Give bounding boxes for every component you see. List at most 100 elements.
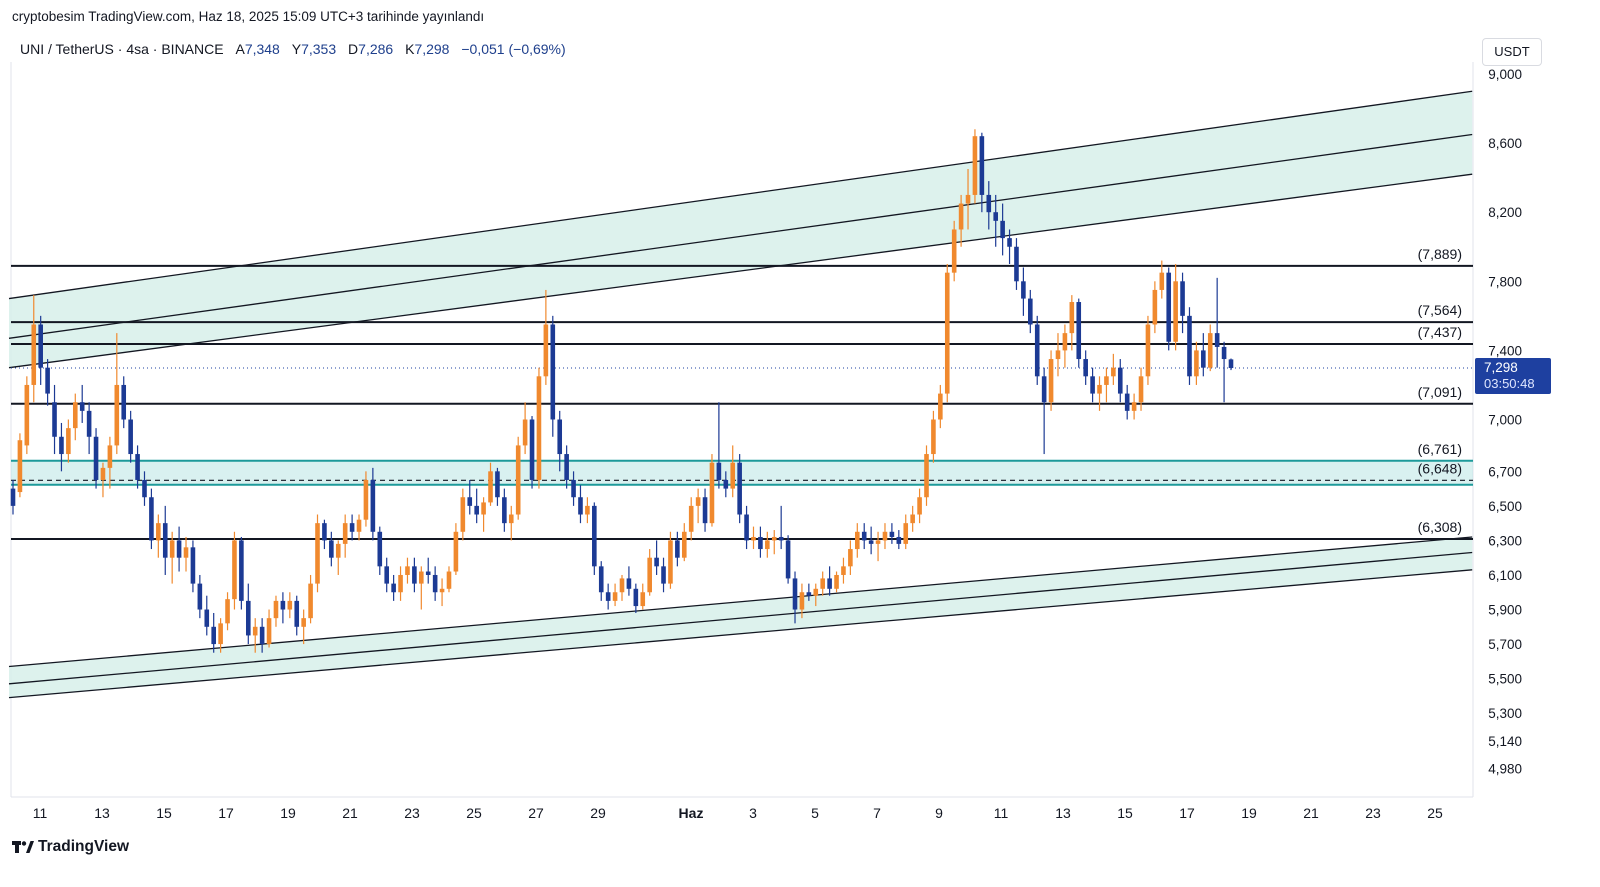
candle-body	[993, 212, 999, 221]
candle	[66, 419, 71, 463]
candle-body	[446, 571, 452, 589]
candle-body	[197, 583, 203, 610]
candle-body	[59, 436, 64, 455]
candle-body	[190, 547, 196, 584]
price-tick-label: 6,500	[1488, 499, 1522, 514]
candle	[771, 530, 777, 555]
candle	[508, 505, 514, 541]
price-tick-label: 8,600	[1488, 136, 1522, 151]
candle	[86, 402, 92, 455]
candle-body	[1007, 238, 1012, 247]
candle-body	[1138, 376, 1144, 403]
candle	[252, 618, 258, 653]
candle	[169, 531, 175, 584]
candle-body	[1207, 333, 1213, 368]
high-label: Y	[291, 41, 302, 57]
candle	[425, 557, 431, 584]
candle	[889, 523, 895, 544]
time-tick-label: 19	[280, 805, 296, 821]
candle	[1076, 298, 1082, 368]
candle-body	[100, 467, 106, 480]
candle	[688, 497, 694, 541]
candle-body	[1021, 281, 1026, 299]
candle	[301, 609, 306, 645]
time-tick-label: 13	[1055, 805, 1071, 821]
candle-body	[958, 203, 964, 230]
symbol-name[interactable]: UNI / TetherUS · 4sa · BINANCE	[20, 41, 224, 57]
time-tick-label: 17	[1179, 805, 1195, 821]
candle-body	[45, 367, 50, 394]
candle-body	[1152, 289, 1158, 325]
time-tick-label: 25	[1427, 805, 1443, 821]
candle	[1166, 267, 1172, 351]
candle-body	[709, 462, 715, 524]
candle	[329, 531, 334, 567]
candle	[640, 583, 646, 610]
candle	[799, 583, 805, 619]
price-tick-label: 6,300	[1488, 533, 1522, 548]
candle-body	[252, 626, 258, 636]
candle-body	[460, 497, 466, 532]
candle-body	[598, 566, 604, 593]
candle	[135, 445, 140, 489]
candle	[59, 422, 64, 472]
candle-body	[405, 566, 410, 575]
candle	[1117, 359, 1123, 403]
candle	[349, 514, 355, 541]
candle	[931, 410, 936, 463]
candle	[481, 497, 486, 532]
candle	[156, 514, 161, 558]
candle-body	[972, 136, 978, 195]
candle-body	[356, 519, 362, 532]
candle-body	[1180, 281, 1185, 316]
candle	[1145, 315, 1151, 385]
candle	[10, 479, 16, 515]
candle-body	[585, 505, 590, 515]
candle	[806, 583, 812, 601]
candle-body	[799, 592, 805, 610]
candle-body	[605, 592, 611, 601]
currency-selector[interactable]: USDT	[1482, 38, 1542, 66]
candle-body	[889, 531, 895, 537]
candle-body	[474, 505, 479, 515]
candle-body	[986, 194, 992, 213]
candle-body	[1069, 302, 1075, 334]
candle	[1021, 267, 1026, 316]
candle-body	[1034, 324, 1040, 377]
candle-body	[93, 436, 99, 480]
candle	[31, 295, 37, 403]
candle-body	[412, 566, 417, 584]
candle-body	[1014, 246, 1019, 282]
candle	[211, 612, 216, 653]
candle-body	[508, 514, 514, 524]
candle	[668, 531, 673, 589]
candle	[391, 574, 396, 601]
candle	[681, 523, 687, 562]
time-axis[interactable]: 11 13 15 17 19 21 23 25 27 29 Haz 3 5 7 9 11 13 15 17 19 21 2…	[33, 805, 1443, 821]
candle-body	[661, 566, 666, 584]
candle-body	[453, 531, 459, 572]
price-tick-label: 7,400	[1488, 343, 1522, 358]
candle	[751, 526, 756, 550]
candle	[723, 471, 729, 498]
price-tick-label: 9,000	[1488, 67, 1522, 82]
candle-body	[176, 540, 182, 558]
candle	[1041, 367, 1047, 455]
candle-body	[875, 540, 881, 544]
time-tick-label: 25	[466, 805, 482, 821]
candle-body	[294, 600, 300, 627]
candle	[986, 181, 992, 230]
time-tick-label: 19	[1241, 805, 1257, 821]
candle	[585, 497, 590, 524]
candle	[578, 485, 583, 524]
candle-body	[363, 479, 369, 520]
candle	[972, 129, 978, 204]
price-axis[interactable]: 9,000 8,600 8,200 7,800 7,400 7,000 6,700 6,500…	[1488, 67, 1522, 776]
footer-logo[interactable]: TradingView	[12, 838, 129, 856]
candle	[896, 530, 902, 550]
candle-body	[771, 536, 777, 541]
candle-body	[529, 419, 535, 480]
candle-body	[834, 574, 839, 589]
